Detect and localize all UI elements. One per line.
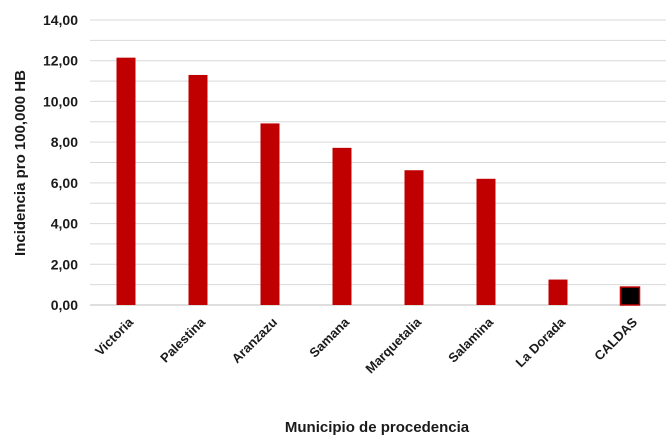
x-tick-label: Palestina [157,314,209,366]
y-tick-label: 0,00 [51,297,78,313]
x-axis-ticks: Victoria Palestina Aranzazu Samana Marquetal… [92,314,640,376]
x-axis-title: Municipio de procedencia [285,419,470,436]
x-tick-label: Victoria [92,314,137,359]
bar-salamina [476,178,496,305]
x-tick-label: Marquetalia [362,314,424,376]
y-tick-label: 6,00 [51,175,78,191]
x-tick-label: Salamina [445,314,497,366]
bar-caldas [619,286,641,306]
bars [116,57,641,306]
bar-palestina [188,74,208,305]
bar-samana [332,147,352,305]
bar-la-dorada [548,279,568,305]
y-tick-label: 10,00 [43,93,78,109]
x-tick-label: CALDAS [591,314,640,363]
bar-victoria [116,57,136,306]
y-axis-title: Incidencia pro 100,000 HB [12,70,29,256]
y-tick-label: 14,00 [43,12,78,28]
x-tick-label: Samana [306,314,352,360]
gridlines [90,19,666,306]
bar-marquetalia [404,170,424,305]
y-tick-label: 8,00 [51,134,78,150]
y-tick-label: 4,00 [51,216,78,232]
x-tick-label: Aranzazu [229,314,281,366]
y-tick-label: 2,00 [51,256,78,272]
x-tick-label: La Dorada [513,314,569,370]
y-tick-label: 12,00 [43,53,78,69]
bar-aranzazu [260,123,280,306]
y-axis-ticks: 0,00 2,00 4,00 6,00 8,00 10,00 12,00 14,00 [43,12,78,313]
